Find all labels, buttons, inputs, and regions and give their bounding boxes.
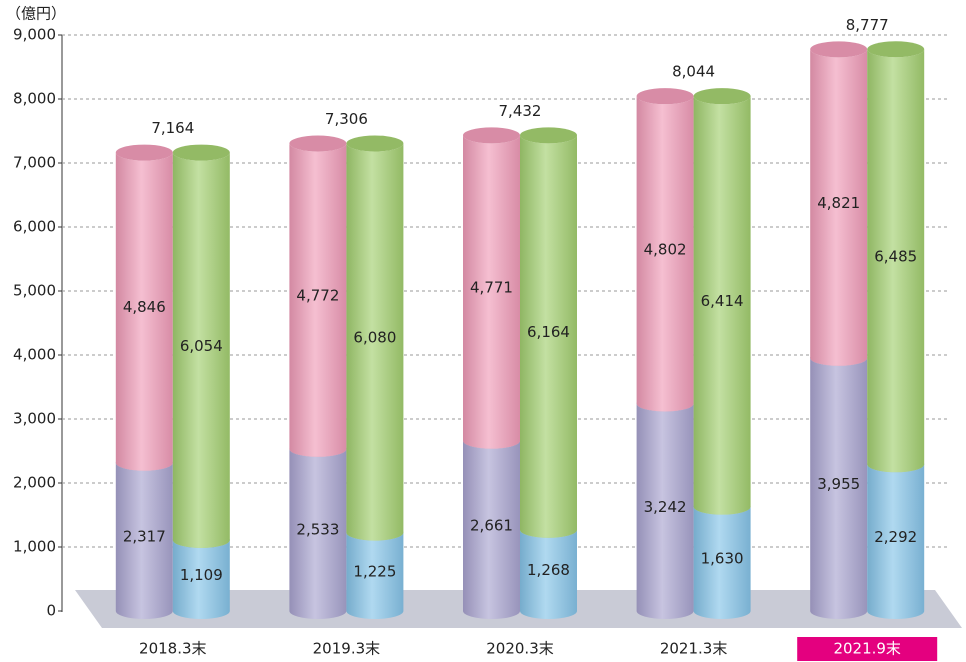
- cylinder-top: [693, 88, 751, 105]
- cylinder-segment: [463, 440, 520, 619]
- cylinder-segment: [115, 462, 173, 619]
- cylinder-segment: [289, 143, 347, 457]
- data-label: 6,164: [527, 323, 570, 341]
- cylinder-segment: [346, 143, 404, 541]
- cylinder-segment: [636, 96, 694, 412]
- data-label: 6,080: [353, 329, 396, 347]
- y-tick-label: 3,000: [13, 410, 56, 428]
- y-tick-label: 7,000: [13, 154, 56, 172]
- x-tick-label: 2019.3末: [313, 640, 381, 658]
- y-tick-label: 0: [46, 602, 56, 620]
- data-label: 1,268: [527, 561, 570, 579]
- cylinder-top: [115, 144, 173, 161]
- cylinder-segment: [115, 152, 173, 471]
- x-tick-label: 2018.3末: [139, 640, 207, 658]
- cylinder-top: [346, 135, 404, 152]
- x-tick-label: 2020.3末: [486, 640, 554, 658]
- cylinder-segment: [520, 135, 577, 538]
- cylinder-segment: [346, 532, 404, 619]
- data-label: 4,771: [470, 279, 513, 297]
- data-label: 2,292: [874, 528, 917, 546]
- data-label: 4,772: [296, 287, 339, 305]
- cylinder-top: [810, 41, 868, 58]
- cylinder-segment: [520, 529, 577, 619]
- cylinder-top: [172, 144, 230, 161]
- cylinder-segment: [463, 135, 520, 449]
- cylinder-top: [520, 127, 577, 144]
- cylinder-top: [463, 127, 520, 144]
- total-label: 7,164: [151, 119, 194, 137]
- y-tick-label: 9,000: [13, 26, 56, 44]
- cylinder-segment: [172, 152, 230, 549]
- data-label: 2,533: [296, 520, 339, 538]
- data-label: 1,225: [353, 562, 396, 580]
- x-tick-label: 2021.9末: [833, 640, 901, 658]
- y-tick-label: 2,000: [13, 474, 56, 492]
- data-label: 4,821: [817, 194, 860, 212]
- total-label: 7,306: [325, 110, 368, 128]
- cylinder-top: [867, 41, 925, 58]
- data-label: 2,317: [123, 527, 166, 545]
- data-label: 6,414: [701, 292, 744, 310]
- cylinder-segment: [289, 448, 347, 619]
- y-tick-label: 1,000: [13, 538, 56, 556]
- data-label: 1,630: [701, 549, 744, 567]
- y-tick-label: 8,000: [13, 90, 56, 108]
- cylinder-segment: [172, 540, 230, 619]
- y-tick-label: 4,000: [13, 346, 56, 364]
- data-label: 4,846: [123, 298, 166, 316]
- cylinder-segment: [693, 96, 751, 515]
- cylinder-segment: [867, 464, 925, 619]
- cylinder-segment: [636, 403, 694, 619]
- y-tick-label: 6,000: [13, 218, 56, 236]
- cylinder-top: [636, 88, 694, 105]
- category-highlight: [797, 637, 938, 661]
- cylinder-segment: [867, 49, 925, 473]
- data-label: 6,485: [874, 247, 917, 265]
- total-label: 8,777: [846, 16, 889, 34]
- cylinder-segment: [693, 506, 751, 619]
- y-tick-label: 5,000: [13, 282, 56, 300]
- data-label: 6,054: [180, 337, 223, 355]
- data-label: 4,802: [644, 240, 687, 258]
- data-label: 3,242: [644, 498, 687, 516]
- x-tick-label: 2021.3末: [660, 640, 728, 658]
- y-axis-label: （億円）: [6, 5, 66, 23]
- data-label: 2,661: [470, 516, 513, 534]
- cylinder-segment: [810, 357, 868, 619]
- total-label: 7,432: [499, 102, 542, 120]
- cylinder-top: [289, 135, 347, 152]
- total-label: 8,044: [672, 63, 715, 81]
- data-label: 1,109: [180, 566, 223, 584]
- data-label: 3,955: [817, 475, 860, 493]
- cylinder-segment: [810, 49, 868, 366]
